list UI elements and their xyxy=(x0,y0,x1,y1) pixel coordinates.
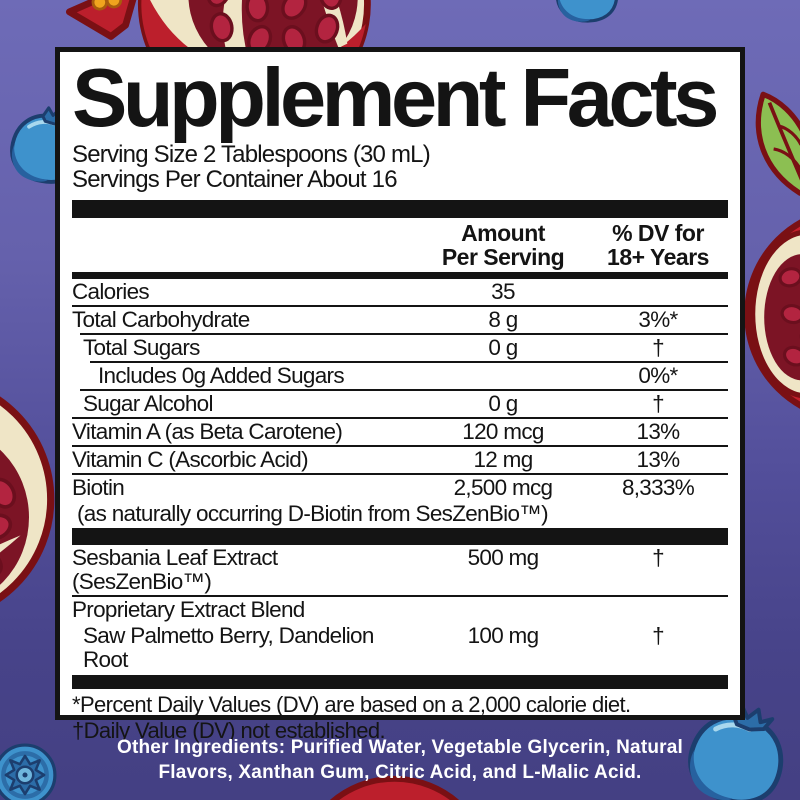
thick-divider-bottom xyxy=(72,675,728,689)
row-separator xyxy=(80,333,728,335)
column-header-row: Amount Per Serving % DV for 18+ Years xyxy=(72,218,728,272)
serving-info: Serving Size 2 Tablespoons (30 mL) Servi… xyxy=(72,142,728,192)
supplement-facts-title: Supplement Facts xyxy=(72,51,719,144)
nutrient-dv: 0%* xyxy=(638,363,678,388)
other-ingredients-line-2: Flavors, Xanthan Gum, Citric Acid, and L… xyxy=(158,762,642,783)
nutrient-name: Sugar Alcohol xyxy=(83,391,213,416)
biotin-source-note: (as naturally occurring D-Biotin from Se… xyxy=(77,501,549,526)
nutrient-row-biotin: Biotin 2,500 mcg 8,333% xyxy=(72,475,728,501)
nutrient-amount: 35 xyxy=(491,279,515,304)
row-separator xyxy=(72,473,728,475)
nutrient-amount: 2,500 mcg xyxy=(453,475,553,500)
servings-per-container: Servings Per Container About 16 xyxy=(72,166,398,193)
nutrient-row-vitamin-a: Vitamin A (as Beta Carotene) 120 mcg 13% xyxy=(72,419,728,445)
row-separator xyxy=(72,445,728,447)
blueberry-top-right-image xyxy=(555,0,619,24)
nutrient-amount: 0 g xyxy=(488,335,518,360)
row-separator xyxy=(72,595,728,597)
nutrient-amount: 500 mg xyxy=(467,545,540,570)
nutrient-dv: † xyxy=(652,335,665,360)
nutrient-dv: † xyxy=(652,545,665,570)
nutrient-dv: † xyxy=(652,623,665,648)
footnote-dagger: †Daily Value (DV) not established. xyxy=(72,718,386,743)
nutrient-dv: 13% xyxy=(636,447,681,472)
row-separator xyxy=(72,305,728,307)
nutrient-name: Vitamin A (as Beta Carotene) xyxy=(72,419,343,444)
thick-divider-header xyxy=(72,272,728,279)
column-header-amount: Amount Per Serving xyxy=(441,220,565,270)
thick-divider-middle xyxy=(72,528,728,545)
row-separator xyxy=(80,389,728,391)
pomegranate-cut-left-image xyxy=(0,288,63,638)
nutrient-row-calories: Calories 35 xyxy=(72,279,728,305)
nutrient-dv: 13% xyxy=(636,419,681,444)
supplement-facts-label: Supplement Facts Serving Size 2 Tablespo… xyxy=(55,47,745,743)
nutrient-name: Total Carbohydrate xyxy=(72,307,250,332)
nutrient-amount: 0 g xyxy=(488,391,518,416)
other-ingredients-text: Other Ingredients: Purified Water, Veget… xyxy=(80,735,720,785)
serving-size: Serving Size 2 Tablespoons (30 mL) xyxy=(72,141,431,168)
nutrient-name: Calories xyxy=(72,279,150,304)
nutrient-row-added-sugars: Includes 0g Added Sugars 0%* xyxy=(72,363,728,389)
nutrient-row-total-sugars: Total Sugars 0 g † xyxy=(72,335,728,361)
nutrient-amount: 8 g xyxy=(488,307,518,332)
thick-divider-top xyxy=(72,200,728,218)
column-header-dv: % DV for 18+ Years xyxy=(607,220,709,270)
nutrient-row-sesbania: Sesbania Leaf Extract (SesZenBio™) 500 m… xyxy=(72,545,728,595)
column-header-spacer xyxy=(72,221,418,269)
nutrient-name: Biotin xyxy=(72,475,125,500)
row-separator xyxy=(72,417,728,419)
nutrient-row-sugar-alcohol: Sugar Alcohol 0 g † xyxy=(72,391,728,417)
nutrient-amount: 100 mg xyxy=(467,623,540,648)
nutrient-amount: 120 mcg xyxy=(462,419,544,444)
nutrient-name: Includes 0g Added Sugars xyxy=(98,363,345,388)
footnote-asterisk: *Percent Daily Values (DV) are based on … xyxy=(72,692,631,717)
pomegranate-whole-right-image xyxy=(742,88,800,435)
nutrient-dv: 8,333% xyxy=(621,475,695,500)
nutrient-dv: 3%* xyxy=(638,307,678,332)
nutrient-name: Total Sugars xyxy=(83,335,200,360)
blueberry-top-view-bottom-left-image xyxy=(0,740,60,800)
nutrient-row-blend-components: Saw Palmetto Berry, Dandelion Root 100 m… xyxy=(72,623,728,673)
nutrient-dv: † xyxy=(652,391,665,416)
nutrient-name: Saw Palmetto Berry, Dandelion Root xyxy=(83,623,374,672)
nutrient-name: Sesbania Leaf Extract (SesZenBio™) xyxy=(72,545,278,594)
nutrient-amount: 12 mg xyxy=(473,447,533,472)
nutrient-name: Vitamin C (Ascorbic Acid) xyxy=(72,447,309,472)
nutrient-row-total-carbohydrate: Total Carbohydrate 8 g 3%* xyxy=(72,307,728,333)
nutrient-row-proprietary-blend: Proprietary Extract Blend xyxy=(72,597,728,623)
nutrient-name: Proprietary Extract Blend xyxy=(72,597,305,622)
footnotes: *Percent Daily Values (DV) are based on … xyxy=(72,692,728,744)
nutrient-row-vitamin-c: Vitamin C (Ascorbic Acid) 12 mg 13% xyxy=(72,447,728,473)
row-separator xyxy=(90,361,728,363)
other-ingredients-line-1: Other Ingredients: Purified Water, Veget… xyxy=(116,737,683,758)
